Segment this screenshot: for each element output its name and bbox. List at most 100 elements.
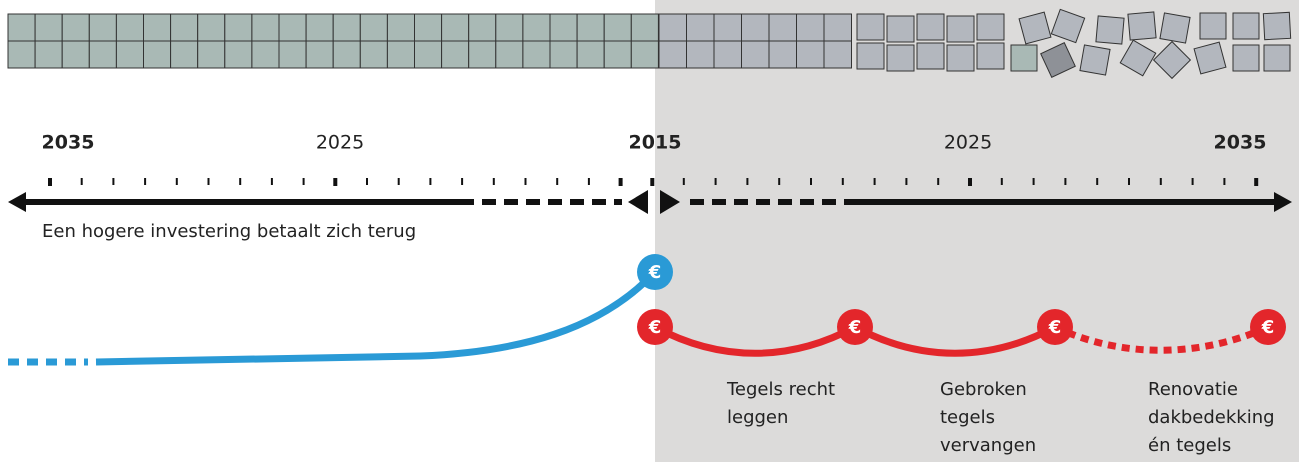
tile (523, 14, 550, 41)
tile (604, 41, 631, 68)
tick (366, 178, 368, 185)
tick (271, 178, 273, 185)
tick (1064, 178, 1066, 185)
tile (333, 41, 360, 68)
tick (842, 178, 844, 185)
step-label: tegels (940, 407, 995, 428)
tile (887, 45, 914, 71)
tick (303, 178, 305, 185)
tile (917, 43, 944, 69)
tile (387, 41, 414, 68)
tile (1264, 45, 1290, 71)
tile (35, 41, 62, 68)
tile (279, 41, 306, 68)
step-label: Tegels recht (726, 379, 835, 400)
tile (687, 41, 715, 68)
tile (742, 14, 770, 41)
euro-symbol: € (648, 262, 662, 283)
tile (1128, 12, 1156, 40)
tile (35, 14, 62, 41)
tile (1263, 12, 1290, 39)
tile (631, 41, 658, 68)
step-label: én tegels (1148, 435, 1231, 456)
tick (810, 178, 812, 185)
tick (1160, 178, 1162, 185)
tick (778, 178, 780, 185)
tile (306, 14, 333, 41)
tile (797, 14, 825, 41)
tile (550, 41, 577, 68)
tile (496, 41, 523, 68)
tile (252, 41, 279, 68)
tile (8, 41, 35, 68)
tile (769, 41, 797, 68)
tick (715, 178, 717, 185)
tile (171, 14, 198, 41)
tile (1200, 13, 1226, 39)
tile (887, 16, 914, 42)
tick (461, 178, 463, 185)
tile (857, 43, 884, 69)
tile (171, 41, 198, 68)
tile (824, 41, 852, 68)
tile (496, 14, 523, 41)
tile (1233, 45, 1259, 71)
year-label: 2035 (1214, 132, 1267, 154)
tile (947, 16, 974, 42)
tile (469, 41, 496, 68)
tile (144, 14, 171, 41)
tile (659, 41, 687, 68)
tile (469, 14, 496, 41)
tile (977, 43, 1004, 69)
tick (176, 178, 178, 185)
tile (604, 14, 631, 41)
caption: Een hogere investering betaalt zich teru… (42, 221, 416, 242)
tile (279, 14, 306, 41)
tile (917, 14, 944, 40)
tile (523, 41, 550, 68)
tick (48, 178, 52, 186)
tick (650, 178, 654, 186)
tile (947, 45, 974, 71)
tile (8, 14, 35, 41)
tile (306, 41, 333, 68)
tick (239, 178, 241, 185)
tick (1223, 178, 1225, 185)
tile (714, 14, 742, 41)
tick (874, 178, 876, 185)
tile (415, 41, 442, 68)
tile (144, 41, 171, 68)
tile (360, 41, 387, 68)
tick (968, 178, 972, 186)
step-label: vervangen (940, 435, 1036, 456)
step-label: Gebroken (940, 379, 1027, 400)
tile (415, 14, 442, 41)
tile (857, 14, 884, 40)
tick (398, 178, 400, 185)
tile (1011, 45, 1037, 71)
year-label: 2035 (42, 132, 95, 154)
tick (1033, 178, 1035, 185)
euro-symbol: € (848, 317, 862, 338)
tile (977, 14, 1004, 40)
step-label: Renovatie (1148, 379, 1238, 400)
tile (116, 14, 143, 41)
tile (89, 41, 116, 68)
tile (360, 14, 387, 41)
diagram: 2035 2025 2015 2025 2035 Een hogere inve… (0, 0, 1299, 462)
tile (225, 41, 252, 68)
tick (1254, 178, 1258, 186)
euro-symbol: € (1048, 317, 1062, 338)
tick (588, 178, 590, 185)
tile (659, 14, 687, 41)
tick (683, 178, 685, 185)
tile (62, 41, 89, 68)
tile (89, 14, 116, 41)
tick (429, 178, 431, 185)
tick (81, 178, 83, 185)
tile (442, 41, 469, 68)
tile (631, 14, 658, 41)
tile (714, 41, 742, 68)
tile (1160, 13, 1190, 43)
year-label: 2025 (944, 132, 992, 154)
